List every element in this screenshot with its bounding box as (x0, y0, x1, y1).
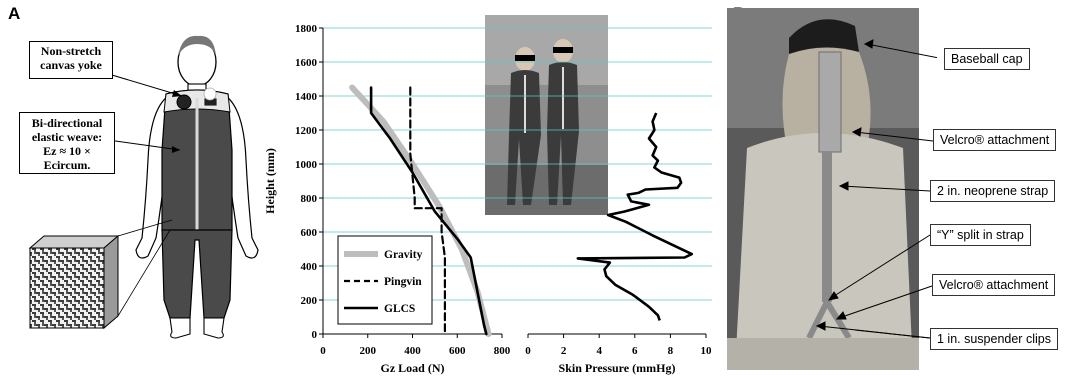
x2tick-label-2: 2 (561, 345, 567, 357)
suit-photo (485, 15, 608, 215)
x1tick-label-200: 200 (360, 345, 377, 357)
harness-callout-4: “Y” split in strap (930, 224, 1031, 246)
weave-callout-line2: elastic weave: (31, 130, 103, 144)
harness-callout-1: Baseball cap (944, 48, 1030, 70)
harness-callout-2: Velcro® attachment (933, 129, 1057, 151)
series-line-pingvin (409, 86, 446, 336)
legend-label-gravity: Gravity (384, 249, 423, 261)
ytick-label-1200: 1200 (295, 125, 318, 137)
x1tick-label-400: 400 (404, 345, 421, 357)
legend-label-glcs: GLCS (384, 303, 415, 315)
weave-callout-line1: Bi-directional (31, 116, 103, 130)
x2tick-label-10: 10 (701, 345, 713, 357)
x1tick-label-800: 800 (494, 345, 511, 357)
suit-legs (161, 229, 233, 319)
ytick-label-1600: 1600 (295, 57, 318, 69)
panel-a-label: A (8, 4, 21, 23)
ytick-label-0: 0 (312, 329, 318, 341)
x1tick-label-600: 600 (449, 345, 466, 357)
ytick-label-600: 600 (301, 227, 318, 239)
figure-right-arm (225, 94, 259, 259)
compression-suit-illustration (28, 35, 259, 339)
harness-leader-lines (815, 39, 937, 339)
ytick-label-800: 800 (301, 193, 318, 205)
ytick-label-1400: 1400 (295, 91, 318, 103)
chart2-xlabel: Skin Pressure (mmHg) (559, 361, 676, 375)
harness-callout-5: Velcro® attachment (932, 274, 1056, 296)
legend-label-pingvin: Pingvin (384, 276, 422, 288)
chart1-ylabel: Height (mm) (263, 148, 277, 214)
harness-callout-3: 2 in. neoprene strap (930, 180, 1056, 202)
harness-photo (727, 8, 919, 370)
chart1-xlabel: Gz Load (N) (381, 361, 445, 375)
chart1-legend (337, 235, 433, 325)
x2tick-label-0: 0 (525, 345, 531, 357)
weave-swatch (28, 234, 120, 330)
figure-left-arm (135, 94, 169, 259)
yoke-callout-text: Non-stretch canvas yoke (40, 44, 102, 72)
ytick-label-400: 400 (301, 261, 318, 273)
x2tick-label-6: 6 (632, 345, 638, 357)
weave-callout: Bi-directional elastic weave: Ez ≈ 10 × … (19, 112, 115, 174)
load-and-pressure-charts: 0 200 400 600 800 1000 1200 1400 1600 1800 0 200 400… (263, 23, 713, 375)
x2tick-label-4: 4 (596, 345, 602, 357)
x2tick-label-8: 8 (668, 345, 674, 357)
x1tick-label-0: 0 (320, 345, 326, 357)
ytick-label-1800: 1800 (295, 23, 318, 35)
series-line-glcs (369, 86, 488, 336)
ytick-label-200: 200 (301, 295, 318, 307)
weave-callout-formula: Ez ≈ 10 × Ecircum. (43, 144, 91, 172)
harness-callout-6: 1 in. suspender clips (930, 328, 1058, 350)
series-line-gravity (349, 84, 492, 337)
ytick-label-1000: 1000 (295, 159, 318, 171)
yoke-callout: Non-stretch canvas yoke (29, 41, 113, 79)
skin-pressure-line (576, 112, 694, 321)
figure-head (177, 35, 217, 95)
